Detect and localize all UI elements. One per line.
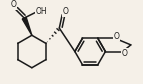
Text: O: O [114, 32, 120, 41]
Text: O: O [122, 49, 127, 58]
Text: O: O [11, 0, 17, 9]
Polygon shape [22, 17, 32, 35]
Text: OH: OH [36, 7, 47, 16]
Text: O: O [63, 7, 69, 16]
